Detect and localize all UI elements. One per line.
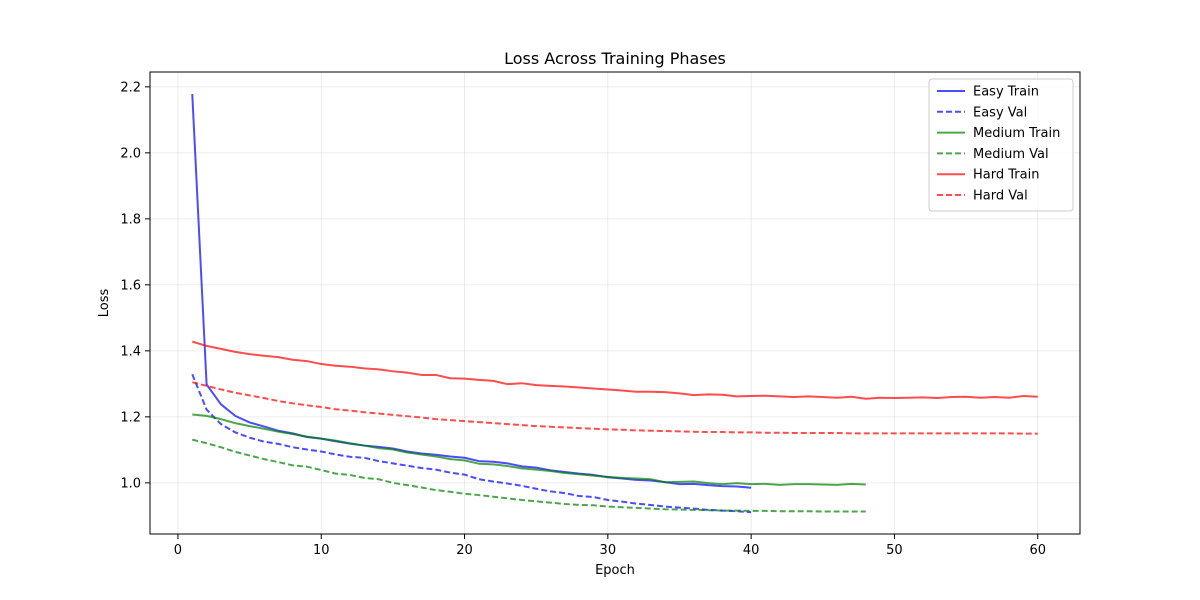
y-tick-label: 1.0 — [120, 476, 141, 491]
y-tick-label: 1.8 — [120, 212, 141, 227]
legend-label: Hard Val — [973, 189, 1028, 204]
x-tick-label: 60 — [1029, 543, 1046, 558]
y-tick-label: 1.4 — [120, 344, 141, 359]
legend-label: Medium Val — [973, 147, 1049, 162]
axis-ticks: 0 10 20 30 40 50 60 1.0 1.2 1.4 1.6 1.8 2.0 2.2 — [120, 80, 1046, 558]
series-line-hard-val — [192, 381, 1038, 435]
legend-label: Hard Train — [973, 168, 1039, 183]
legend-label: Medium Train — [973, 126, 1060, 141]
x-tick-label: 0 — [174, 543, 182, 558]
x-tick-label: 20 — [456, 543, 473, 558]
x-tick-label: 30 — [600, 543, 617, 558]
x-axis-title: Epoch — [595, 563, 635, 578]
legend: Easy Train Easy Val Medium Train Medium Val… — [928, 78, 1074, 212]
x-tick-label: 10 — [313, 543, 330, 558]
series-line-medium-train — [192, 413, 866, 486]
y-axis-title: Loss — [97, 289, 112, 318]
y-tick-label: 2.0 — [120, 146, 141, 161]
x-tick-label: 50 — [886, 543, 903, 558]
chart-title: Loss Across Training Phases — [504, 49, 726, 68]
y-tick-label: 1.2 — [120, 410, 141, 425]
gridlines — [150, 72, 1080, 534]
legend-label: Easy Val — [973, 105, 1027, 120]
legend-label: Easy Train — [973, 85, 1039, 100]
series-lines — [191, 94, 1038, 514]
series-line-hard-train — [191, 340, 1038, 400]
y-tick-label: 2.2 — [120, 80, 141, 95]
y-tick-label: 1.6 — [120, 278, 141, 293]
x-tick-label: 40 — [743, 543, 760, 558]
series-line-easy-val — [191, 373, 752, 514]
plot-frame — [149, 71, 1081, 535]
series-line-medium-val — [192, 438, 866, 513]
